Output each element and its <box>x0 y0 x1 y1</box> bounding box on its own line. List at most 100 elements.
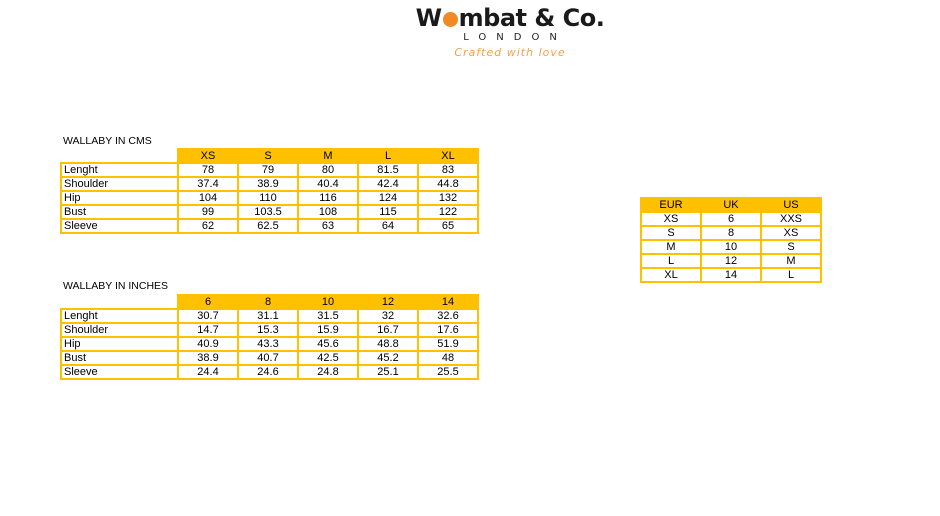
table-cell: 132 <box>417 190 479 206</box>
row-label: Hip <box>60 190 179 206</box>
table-cell: 37.4 <box>177 176 239 192</box>
table-cell: 62 <box>177 218 239 234</box>
table-cell: XL <box>640 267 702 283</box>
table-cell: 32 <box>357 308 419 324</box>
table-cell: 83 <box>417 162 479 178</box>
table-row: Lenght 78 79 80 81.5 83 <box>60 162 479 178</box>
column-header: XL <box>417 148 479 164</box>
table-cell: S <box>760 239 822 255</box>
table-cell: 108 <box>297 204 359 220</box>
column-header: 6 <box>177 294 239 310</box>
table-cell: 8 <box>700 225 762 241</box>
table-row: XS 6 XXS <box>640 211 822 227</box>
table-cell: 103.5 <box>237 204 299 220</box>
table-cell: 104 <box>177 190 239 206</box>
brand-name-start: W <box>415 4 442 32</box>
column-header: 8 <box>237 294 299 310</box>
table-cell: 42.4 <box>357 176 419 192</box>
table-row: Sleeve 62 62.5 63 64 65 <box>60 218 479 234</box>
table-cell: 10 <box>700 239 762 255</box>
brand-city: LONDON <box>463 32 567 43</box>
table-cell: 110 <box>237 190 299 206</box>
table-cell: 6 <box>700 211 762 227</box>
table-row: M 10 S <box>640 239 822 255</box>
row-label: Bust <box>60 204 179 220</box>
wombat-face-icon <box>442 12 458 27</box>
table-cell: 122 <box>417 204 479 220</box>
header-row: 6 8 10 12 14 <box>61 294 479 310</box>
column-header: XS <box>177 148 239 164</box>
column-header: 14 <box>417 294 479 310</box>
brand-name-end: mbat & Co. <box>458 4 605 32</box>
table-cell: S <box>640 225 702 241</box>
table-cell: XXS <box>760 211 822 227</box>
table-cell: 31.5 <box>297 308 359 324</box>
table-cell: 40.9 <box>177 336 239 352</box>
table-cell: M <box>640 239 702 255</box>
table-row: L 12 M <box>640 253 822 269</box>
table-cell: 80 <box>297 162 359 178</box>
row-label: Hip <box>60 336 179 352</box>
table-cell: 40.7 <box>237 350 299 366</box>
table-cell: 38.9 <box>177 350 239 366</box>
column-header: 12 <box>357 294 419 310</box>
row-label: Sleeve <box>60 218 179 234</box>
column-header: UK <box>700 197 762 213</box>
table-cell: 15.3 <box>237 322 299 338</box>
table-row: Bust 99 103.5 108 115 122 <box>60 204 479 220</box>
table-cell: 116 <box>297 190 359 206</box>
table-cell: 24.4 <box>177 364 239 380</box>
table-cell: 48 <box>417 350 479 366</box>
table-cell: 14 <box>700 267 762 283</box>
cms-size-table: XS S M L XL Lenght 78 79 80 81.5 83 Shoulder 37.4 38.… <box>60 148 479 234</box>
table-cell: 64 <box>357 218 419 234</box>
table-cell: 51.9 <box>417 336 479 352</box>
table-cell: 124 <box>357 190 419 206</box>
table-cell: 17.6 <box>417 322 479 338</box>
table-row: Shoulder 14.7 15.3 15.9 16.7 17.6 <box>60 322 479 338</box>
header-row: XS S M L XL <box>61 148 479 164</box>
table-cell: 115 <box>357 204 419 220</box>
row-label: Lenght <box>60 162 179 178</box>
table-cell: 44.8 <box>417 176 479 192</box>
size-conversion-table: EUR UK US XS 6 XXS S 8 XS M 10 S L 12 M XL 14 L <box>640 197 822 283</box>
table-cell: XS <box>640 211 702 227</box>
inches-size-table: 6 8 10 12 14 Lenght 30.7 31.1 31.5 32 32.6 Shoulder… <box>60 294 479 380</box>
table-cell: XS <box>760 225 822 241</box>
column-header: M <box>297 148 359 164</box>
row-label: Bust <box>60 350 179 366</box>
table-row: Lenght 30.7 31.1 31.5 32 32.6 <box>60 308 479 324</box>
header-blank-cell <box>61 149 178 164</box>
table-cell: 31.1 <box>237 308 299 324</box>
table-cell: 79 <box>237 162 299 178</box>
column-header: US <box>760 197 822 213</box>
table-cell: 14.7 <box>177 322 239 338</box>
table-cell: 38.9 <box>237 176 299 192</box>
table-cell: 30.7 <box>177 308 239 324</box>
table-cell: 81.5 <box>357 162 419 178</box>
table-cell: 24.8 <box>297 364 359 380</box>
table-row: S 8 XS <box>640 225 822 241</box>
brand-tagline: Crafted with love <box>454 46 566 59</box>
column-header: L <box>357 148 419 164</box>
table-cell: 25.1 <box>357 364 419 380</box>
header-row: EUR UK US <box>640 197 822 213</box>
table-cell: 40.4 <box>297 176 359 192</box>
row-label: Shoulder <box>60 322 179 338</box>
table-cell: 45.2 <box>357 350 419 366</box>
header-blank-cell <box>61 295 178 310</box>
column-header: S <box>237 148 299 164</box>
row-label: Shoulder <box>60 176 179 192</box>
table-cell: 32.6 <box>417 308 479 324</box>
row-label: Lenght <box>60 308 179 324</box>
table-row: Bust 38.9 40.7 42.5 45.2 48 <box>60 350 479 366</box>
table-cell: 43.3 <box>237 336 299 352</box>
table-cell: 65 <box>417 218 479 234</box>
table-cell: 42.5 <box>297 350 359 366</box>
row-label: Sleeve <box>60 364 179 380</box>
inches-table-title: WALLABY IN INCHES <box>63 280 169 292</box>
table-cell: 48.8 <box>357 336 419 352</box>
table-cell: 78 <box>177 162 239 178</box>
table-cell: 63 <box>297 218 359 234</box>
